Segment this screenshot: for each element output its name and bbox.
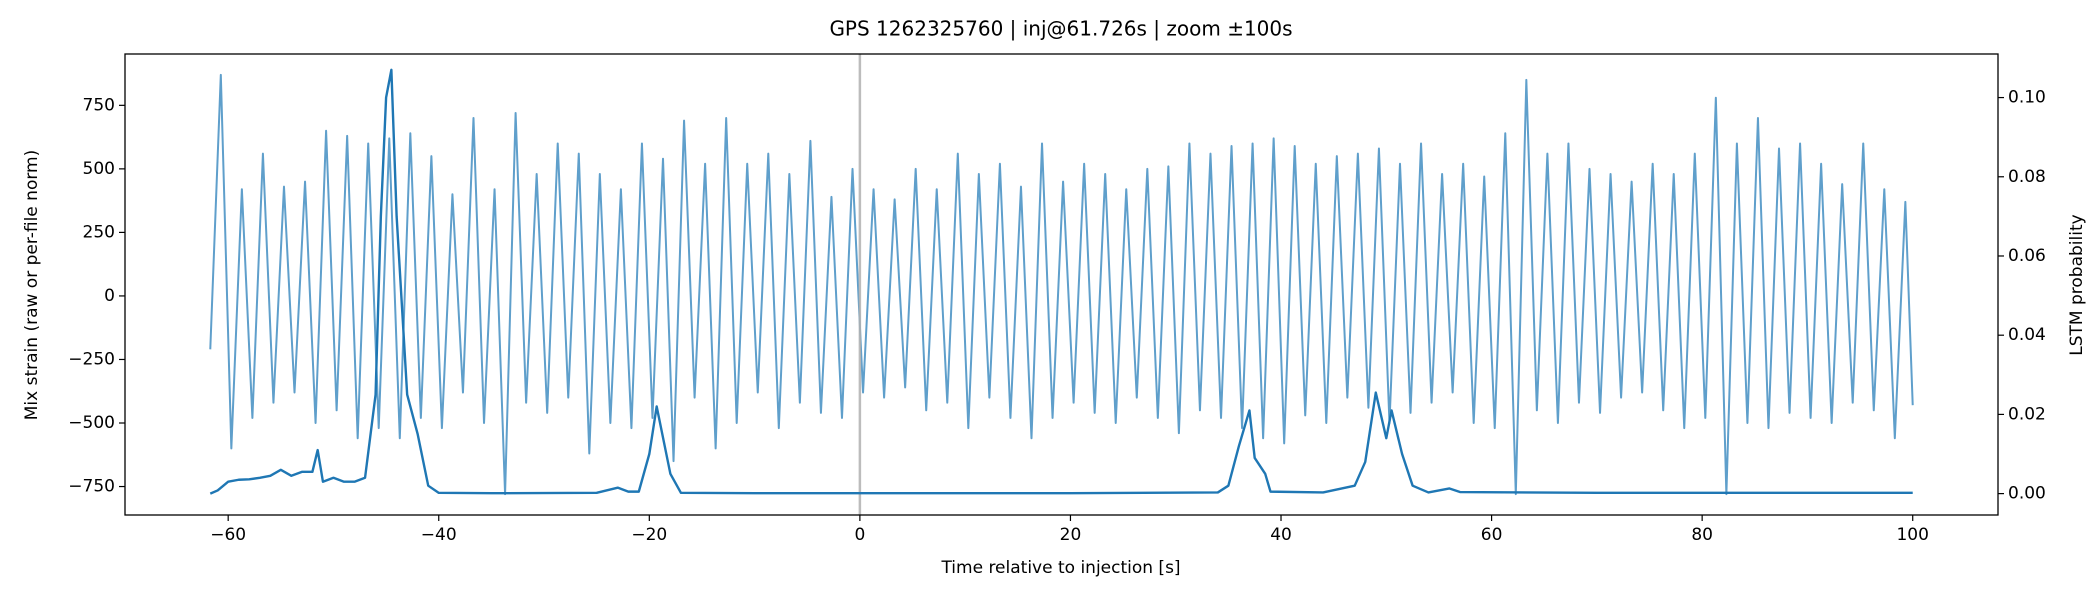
y-tick-label: −750	[68, 477, 115, 497]
series-line	[209, 73, 1914, 496]
y-tick-label: 500	[83, 159, 115, 179]
x-tick-label: −40	[421, 525, 457, 545]
x-tick-label: −60	[210, 525, 246, 545]
x-tick-label: 100	[1896, 525, 1928, 545]
y-tick-label: 750	[83, 95, 115, 115]
x-axis-label: Time relative to injection [s]	[940, 558, 1180, 578]
chart-title: GPS 1262325760 | inj@61.726s | zoom ±100…	[829, 17, 1292, 41]
x-tick-label: 60	[1481, 525, 1503, 545]
y-tick-label: −250	[68, 349, 115, 369]
y2-tick-label: 0.02	[2008, 404, 2046, 424]
y-tick-label: 0	[104, 286, 115, 306]
y2-tick-label: 0.06	[2008, 246, 2046, 266]
x-tick-label: 20	[1060, 525, 1082, 545]
y2-tick-label: 0.10	[2008, 88, 2046, 108]
y-tick-label: 250	[83, 222, 115, 242]
y2-axis-label: LSTM probability	[2067, 214, 2087, 355]
y2-tick-label: 0.00	[2008, 484, 2046, 504]
x-tick-label: 40	[1270, 525, 1292, 545]
y-tick-label: −500	[68, 413, 115, 433]
x-tick-label: 80	[1691, 525, 1713, 545]
y2-tick-label: 0.04	[2008, 325, 2046, 345]
y-axis-label: Mix strain (raw or per-file norm)	[22, 150, 42, 420]
series-line	[209, 68, 1913, 495]
y2-tick-label: 0.08	[2008, 167, 2046, 187]
x-tick-label: 0	[854, 525, 865, 545]
plot-frame	[124, 53, 1999, 516]
x-tick-label: −20	[631, 525, 667, 545]
